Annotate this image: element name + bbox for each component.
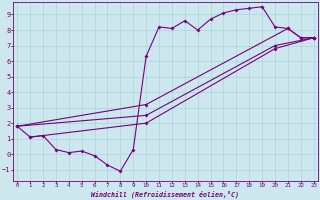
X-axis label: Windchill (Refroidissement éolien,°C): Windchill (Refroidissement éolien,°C) <box>92 190 239 198</box>
